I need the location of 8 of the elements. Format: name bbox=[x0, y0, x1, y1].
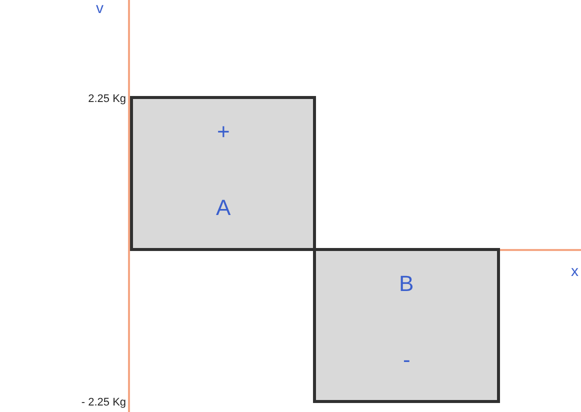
x-axis-title: x bbox=[571, 263, 579, 280]
y-tick-label: - 2.25 Kg bbox=[81, 396, 126, 409]
annotation: B bbox=[399, 271, 414, 296]
annotation: + bbox=[217, 119, 230, 144]
y-tick-label: 2.25 Kg bbox=[88, 92, 126, 105]
annotation: A bbox=[216, 195, 231, 220]
y-axis-title: v bbox=[96, 0, 104, 17]
annotation: - bbox=[403, 347, 410, 372]
